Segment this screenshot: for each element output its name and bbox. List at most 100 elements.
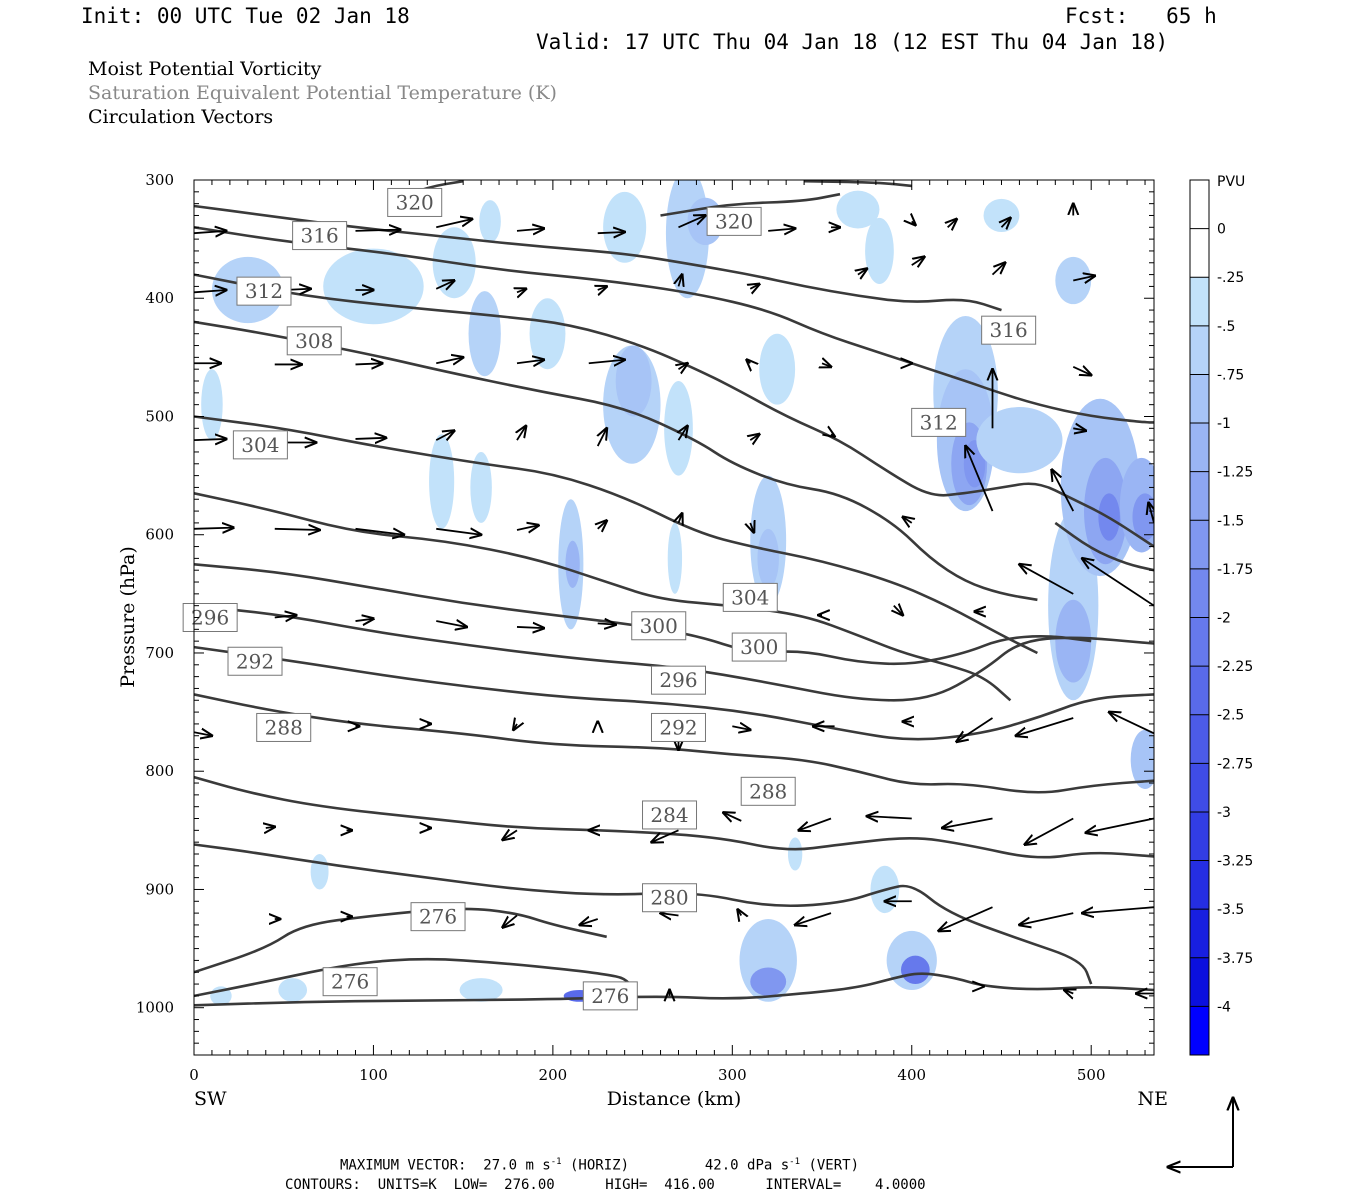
colorbar-swatch	[1190, 714, 1209, 764]
max-vector-label: MAXIMUM VECTOR:	[340, 1157, 467, 1174]
y-tick-label: 800	[145, 762, 174, 780]
theta-contour-276-2	[194, 972, 1154, 1007]
circulation-vector	[1082, 907, 1154, 913]
theta-contour-296-7	[194, 604, 1154, 702]
circulation-vector	[598, 428, 607, 447]
circulation-vector	[355, 230, 400, 231]
colorbar: PVU 0 -.25 -.5 -.75 -1 -1.25 -1.5 -1.75 -2 -2.25 -2…	[1189, 174, 1253, 1056]
colorbar-level: -1	[1217, 416, 1231, 432]
pv-region-34	[1055, 256, 1092, 305]
circulation-vector	[738, 910, 742, 916]
circulation-vector	[822, 363, 831, 367]
contour-labels: 320 316 320 312 308 316 312 304 304 296 300 300 292 2…	[182, 187, 1037, 1011]
colorbar-level: -3.5	[1217, 902, 1244, 918]
circulation-vector	[831, 434, 835, 436]
circulation-vector	[580, 919, 599, 925]
x-tick-label: 300	[718, 1066, 747, 1084]
colorbar-level: 0	[1217, 222, 1226, 238]
colorbar-swatch	[1190, 763, 1209, 813]
contour-label: 296	[659, 668, 697, 692]
colorbar-swatch	[1190, 180, 1209, 230]
contour-label: 292	[236, 649, 274, 673]
colorbar-swatch	[1190, 228, 1209, 278]
colorbar-level: -2.25	[1217, 659, 1253, 675]
circulation-vector	[652, 829, 679, 842]
circulation-vector	[768, 228, 795, 230]
circulation-vector	[678, 513, 682, 522]
x-tick-label: 500	[1077, 1066, 1106, 1084]
theta-contour-308-10	[194, 415, 1038, 655]
circulation-vector	[903, 517, 912, 523]
circulation-vector	[503, 914, 518, 927]
contour-label: 280	[650, 886, 688, 910]
contour-label: 304	[241, 433, 279, 457]
contour-label: 316	[301, 224, 339, 248]
axes-ticks: 0 100 200 300 400 500 300 400 500 600 700 800 900 100…	[136, 171, 1154, 1084]
circulation-vector	[597, 623, 616, 624]
colorbar-level: -2	[1217, 611, 1231, 627]
pv-region-44	[278, 978, 308, 1002]
pv-region-41	[900, 955, 930, 985]
circulation-vector	[678, 275, 682, 287]
pv-region-18	[429, 434, 455, 529]
circulation-vector	[1025, 817, 1074, 845]
contour-label: 276	[419, 905, 457, 929]
circulation-vector	[266, 827, 275, 828]
x-axis-label: Distance (km)	[607, 1088, 742, 1110]
circulation-vector	[436, 219, 472, 229]
circulation-vector	[513, 724, 517, 730]
max-horiz: 27.0 m s	[483, 1157, 551, 1174]
circulation-vector	[1019, 564, 1074, 595]
y-axis-label: Pressure (hPa)	[117, 546, 139, 688]
field-theta-e: Saturation Equivalent Potential Temperat…	[88, 82, 557, 104]
colorbar-swatch	[1190, 1006, 1209, 1056]
colorbar-swatch	[1190, 617, 1209, 667]
circulation-vector	[750, 523, 754, 532]
contour-label: 292	[659, 715, 697, 739]
circulation-vector	[1149, 503, 1154, 524]
circulation-vector	[732, 726, 750, 730]
contour-label-box	[650, 665, 706, 695]
contour-label-box	[722, 582, 778, 612]
circulation-vectors	[194, 204, 1154, 996]
x-tick-label: 200	[539, 1066, 568, 1084]
pv-region-35	[1130, 729, 1154, 789]
colorbar-swatch	[1190, 860, 1209, 910]
colorbar-level: -.5	[1217, 319, 1235, 335]
contour-label-box	[410, 902, 466, 932]
colorbar-level: -1.25	[1217, 465, 1253, 481]
contour-label: 300	[640, 614, 678, 638]
circulation-vector	[1019, 912, 1074, 925]
circulation-vector	[194, 439, 226, 440]
theta-contour-276-1	[194, 907, 607, 974]
contour-label: 300	[740, 635, 778, 659]
contour-label: 316	[990, 318, 1028, 342]
circulation-vector	[894, 606, 903, 615]
contour-label-box	[227, 646, 283, 676]
circulation-vector	[723, 813, 742, 821]
circulation-vector	[597, 232, 625, 233]
reference-vector-icon	[1168, 1098, 1233, 1167]
circulation-vector	[678, 215, 705, 229]
contour-label-box	[286, 326, 342, 356]
circulation-vector	[942, 817, 993, 828]
circulation-vector	[858, 269, 867, 275]
contour-label: 312	[920, 410, 958, 434]
field-vectors: Circulation Vectors	[88, 106, 274, 128]
circulation-vector	[516, 627, 544, 628]
circulation-vector	[678, 426, 687, 441]
contour-label-box	[706, 206, 762, 236]
circulation-vector	[939, 906, 993, 931]
circulation-vector	[1001, 218, 1010, 227]
circulation-vector	[588, 360, 625, 364]
contour-label-box	[981, 315, 1037, 345]
colorbar-swatch	[1190, 277, 1209, 327]
contour-label: 284	[650, 803, 688, 827]
contour-label: 320	[396, 190, 434, 214]
colorbar-units: PVU	[1217, 174, 1245, 190]
circulation-vector	[598, 521, 607, 529]
pv-region-37	[201, 369, 223, 441]
circulation-vector	[1109, 712, 1154, 735]
contour-label: 276	[591, 984, 629, 1008]
circulation-vector	[912, 221, 916, 225]
